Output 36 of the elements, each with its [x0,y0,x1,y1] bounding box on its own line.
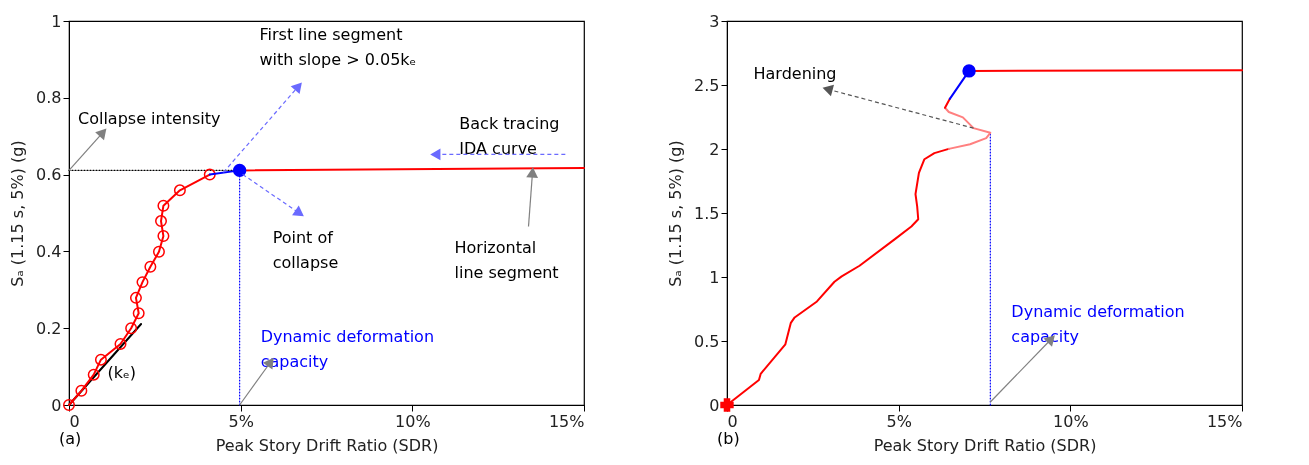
annotation: Horizontal line segment [454,238,559,283]
y-tick-label: 0 [709,395,720,415]
y-tick-label: 2.5 [694,75,720,95]
text: (a) [59,429,82,448]
y-tick-label: 2 [709,139,720,159]
y-tick-label: 0.4 [36,241,62,261]
annotation: (kₑ) [107,362,136,382]
annotation: First line segment with slope > 0.05kₑ [259,25,417,70]
annotation: Hardening [753,64,837,84]
x-tick-label: 10% [395,411,431,431]
y-tick-label: 1.5 [694,203,720,223]
y-axis-title: Sₐ (1.15 s, 5%) (g) [666,140,686,287]
y-axis-title: Sₐ (1.15 s, 5%) (g) [8,140,28,287]
annotation: Back tracing IDA curve [459,114,560,159]
line-series [944,106,992,150]
y-tick-label: 0 [51,395,62,415]
y-tick-label: 3 [709,11,720,31]
y-tick-label: 0.5 [694,331,720,351]
annotation: Dynamic deformation capacity [260,327,435,371]
x-tick-label: 10% [1053,411,1089,431]
x-axis-title: Peak Story Drift Ratio (SDR) [215,435,439,455]
y-tick-label: 0.2 [36,318,62,338]
x-tick-label: 5% [228,411,254,431]
annotation: Point of collapse [272,228,339,273]
x-tick-label: 5% [886,411,912,431]
text: (b) [717,429,740,448]
x-tick-label: 0 [727,411,738,431]
y-tick-label: 0.6 [36,165,62,185]
y-tick-label: 1 [709,267,720,287]
y-tick-label: 0.8 [36,88,62,108]
annotation: Collapse intensity [78,109,221,129]
x-tick-label: 15% [548,411,585,431]
x-tick-label: 15% [1206,411,1243,431]
x-tick-label: 0 [69,411,80,431]
x-axis-title: Peak Story Drift Ratio (SDR) [873,435,1097,455]
y-tick-label: 1 [51,11,62,31]
